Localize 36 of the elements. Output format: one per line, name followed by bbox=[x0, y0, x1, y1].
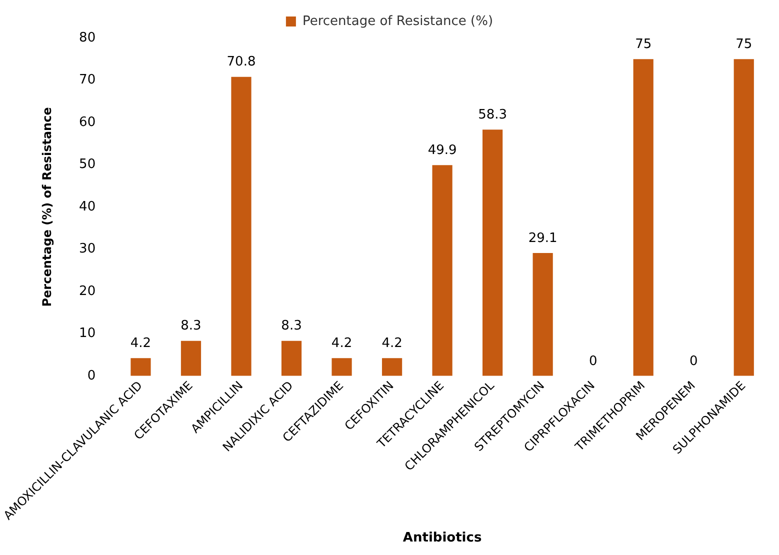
bar bbox=[633, 59, 654, 376]
data-label: 75 bbox=[635, 36, 652, 52]
y-axis-title: Percentage (%) of Resistance bbox=[40, 107, 54, 307]
y-tick-label: 70 bbox=[79, 72, 96, 88]
data-label: 58.3 bbox=[478, 108, 508, 123]
bar bbox=[482, 130, 503, 376]
bar bbox=[432, 165, 452, 376]
bar bbox=[332, 358, 352, 376]
data-label: 4.2 bbox=[382, 336, 402, 352]
y-tick-label: 60 bbox=[79, 114, 96, 130]
data-label: 70.8 bbox=[226, 54, 256, 70]
bar bbox=[231, 76, 252, 376]
y-tick-label: 30 bbox=[79, 242, 96, 257]
y-tick-label: 80 bbox=[79, 30, 96, 46]
y-tick-label: 50 bbox=[79, 157, 96, 172]
bar bbox=[281, 340, 302, 376]
data-label: 49.9 bbox=[428, 143, 457, 158]
bar bbox=[734, 59, 754, 376]
data-label: 8.3 bbox=[281, 318, 302, 334]
bar bbox=[382, 358, 402, 376]
data-label: 8.3 bbox=[180, 318, 202, 334]
data-label: 4.2 bbox=[130, 336, 152, 352]
x-axis-title: Antibiotics bbox=[402, 530, 482, 546]
y-tick-label: 10 bbox=[79, 326, 96, 342]
data-label: 0 bbox=[588, 354, 598, 369]
y-tick-label: 20 bbox=[79, 284, 96, 299]
data-label: 75 bbox=[736, 36, 752, 52]
bar bbox=[130, 358, 151, 376]
bar bbox=[180, 340, 202, 376]
data-label: 29.1 bbox=[528, 230, 558, 246]
legend-label: Percentage of Resistance (%) bbox=[302, 14, 494, 29]
y-tick-label: 40 bbox=[79, 199, 96, 214]
data-label: 4.2 bbox=[331, 336, 352, 352]
bar bbox=[532, 252, 553, 376]
data-label: 0 bbox=[689, 354, 698, 369]
y-tick-label: 0 bbox=[87, 368, 96, 384]
